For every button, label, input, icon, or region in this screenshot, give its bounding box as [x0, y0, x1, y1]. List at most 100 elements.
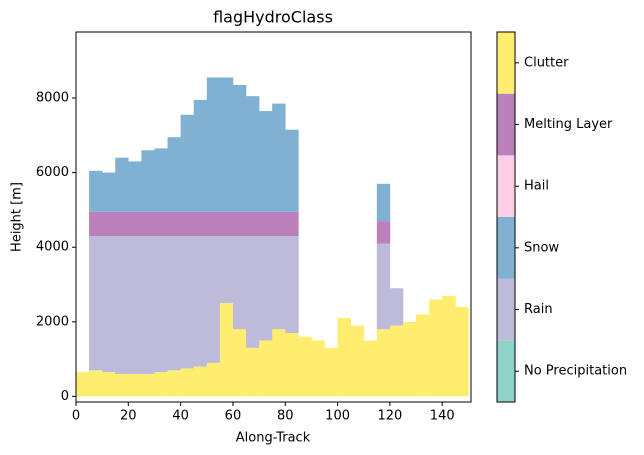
colorbar-label: Rain — [524, 302, 553, 317]
bar-segment — [180, 211, 195, 237]
bar-segment — [206, 236, 221, 363]
bar-segment — [311, 340, 325, 397]
bar-segment — [389, 288, 404, 326]
bar-segment — [89, 170, 103, 212]
bar-segment — [154, 236, 168, 373]
bar-segment — [272, 103, 286, 212]
bar-segment — [324, 347, 338, 397]
bar-segment — [376, 221, 391, 244]
colorbar-label: Snow — [524, 240, 559, 255]
bar-segment — [141, 236, 155, 375]
bar-segment — [115, 157, 129, 212]
bar-segment — [389, 325, 404, 397]
colorbar-segment — [497, 278, 515, 341]
bar-segment — [102, 236, 116, 373]
bar-segment — [259, 340, 273, 397]
bar-segment — [416, 314, 430, 397]
x-tick-label: 80 — [277, 409, 294, 424]
colorbar-label: Melting Layer — [524, 117, 613, 132]
bar-segment — [167, 236, 181, 371]
x-tick-label: 120 — [377, 409, 402, 424]
colorbar-segment — [497, 340, 515, 402]
bar-segment — [232, 236, 247, 330]
bar-segment — [285, 211, 299, 237]
bar-segment — [337, 318, 351, 397]
bar-segment — [206, 77, 221, 212]
bar-segment — [102, 172, 116, 212]
bar-segment — [232, 329, 247, 397]
bar-segment — [141, 150, 155, 212]
bar-segment — [429, 299, 443, 397]
bar-segment — [219, 211, 234, 237]
bar-segment — [455, 306, 469, 397]
bar-segment — [272, 329, 286, 397]
bar-segment — [193, 99, 208, 212]
colorbar-segment — [497, 32, 515, 94]
bar-segment — [285, 236, 299, 333]
colorbar-label: No Precipitation — [524, 364, 627, 379]
bar-segment — [272, 211, 286, 237]
bar-segment — [89, 236, 103, 371]
y-tick-label: 8000 — [36, 91, 69, 106]
bar-segment — [232, 84, 247, 212]
x-axis-label: Along-Track — [236, 431, 311, 446]
bar-segment — [402, 321, 417, 397]
bar-segment — [285, 129, 299, 212]
bar-segment — [128, 236, 142, 375]
bar-segment — [128, 211, 142, 237]
bar-segment — [167, 137, 181, 212]
bar-segment — [154, 372, 168, 397]
bar-segment — [115, 374, 129, 397]
x-tick-label: 100 — [325, 409, 350, 424]
y-tick-label: 6000 — [36, 165, 69, 180]
bar-segment — [102, 211, 116, 237]
x-tick-label: 60 — [225, 409, 242, 424]
bar-segment — [141, 211, 155, 237]
bar-segment — [180, 114, 195, 212]
bar-segment — [298, 336, 312, 397]
bar-segment — [259, 211, 273, 237]
bar-segment — [246, 236, 260, 348]
bar-segment — [89, 211, 103, 237]
bar-segment — [154, 211, 168, 237]
bar-segment — [259, 111, 273, 212]
x-tick-label: 0 — [72, 409, 80, 424]
bar-segment — [232, 211, 247, 237]
y-tick-label: 4000 — [36, 240, 69, 255]
bar-segment — [193, 211, 208, 237]
bar-segment — [180, 236, 195, 369]
bar-segment — [259, 236, 273, 341]
x-tick-label: 20 — [120, 409, 137, 424]
bar-segment — [89, 370, 103, 397]
bar-segment — [193, 366, 208, 397]
bar-segment — [350, 325, 365, 397]
bar-segment — [376, 329, 391, 397]
y-tick-label: 2000 — [36, 314, 69, 329]
plot-frame — [75, 31, 472, 403]
bar-segment — [246, 96, 260, 212]
colorbar-segment — [497, 217, 515, 279]
x-tick-label: 140 — [430, 409, 455, 424]
bar-segment — [193, 236, 208, 367]
bar-segment — [154, 148, 168, 212]
bar-segment — [442, 295, 456, 397]
colorbar-label: Hail — [524, 179, 549, 194]
bar-segment — [128, 161, 142, 212]
bar-segment — [363, 340, 378, 397]
bar-segment — [128, 374, 142, 397]
bar-segment — [102, 372, 116, 397]
bar-segment — [180, 368, 195, 397]
bar-segment — [219, 77, 234, 212]
bar-segment — [219, 303, 234, 397]
bar-segment — [76, 372, 90, 397]
bar-segment — [167, 211, 181, 237]
colorbar-frame — [496, 31, 516, 403]
y-axis-label: Height [m] — [10, 182, 25, 252]
bar-segment — [115, 236, 129, 375]
bar-segment — [376, 243, 391, 330]
bar-segment — [206, 362, 221, 397]
bar-segment — [246, 347, 260, 397]
bar-segment — [246, 211, 260, 237]
